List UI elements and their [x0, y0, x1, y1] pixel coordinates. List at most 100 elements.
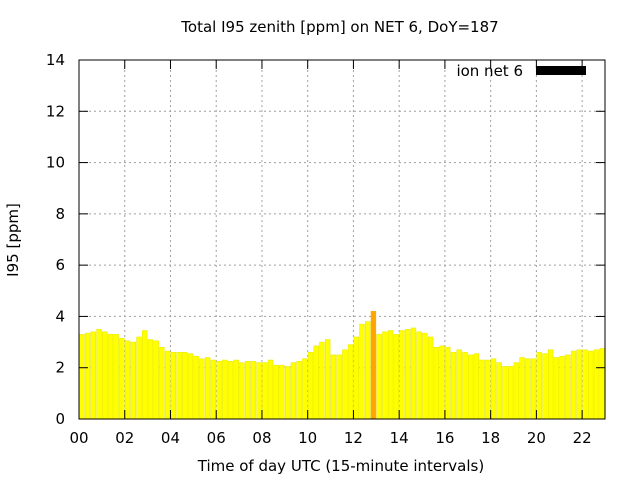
x-tick-label: 08: [252, 429, 271, 447]
bar: [553, 357, 560, 420]
bar: [450, 352, 457, 420]
bar: [387, 330, 394, 420]
bar: [90, 331, 96, 420]
bar: [290, 362, 297, 420]
bar: [262, 362, 268, 420]
bar: [462, 352, 468, 420]
bar: [479, 359, 485, 420]
bar: [279, 364, 285, 420]
bar: [582, 349, 588, 420]
y-tick-label: 0: [55, 410, 65, 428]
x-tick-label: 18: [481, 429, 500, 447]
bar: [513, 362, 520, 420]
y-tick-label: 8: [55, 205, 65, 223]
bar: [542, 353, 548, 420]
x-tick-label: 14: [390, 429, 409, 447]
bar: [250, 361, 257, 420]
bar: [330, 354, 337, 420]
bar: [336, 354, 342, 420]
y-axis-label: I95 [ppm]: [4, 203, 22, 277]
legend-label: ion net 6: [456, 62, 523, 80]
bar: [176, 352, 182, 420]
bar: [285, 366, 291, 420]
plot-border: [78, 59, 606, 420]
legend: ion net 6: [456, 62, 586, 80]
bar: [576, 349, 582, 420]
bar-highlight: [370, 311, 377, 420]
bar: [393, 334, 399, 420]
bar: [433, 346, 440, 420]
bar: [102, 331, 108, 420]
bar: [256, 362, 262, 420]
bar: [159, 346, 165, 420]
bar: [496, 362, 502, 420]
bar: [456, 349, 462, 420]
bar: [187, 353, 194, 420]
bar: [302, 358, 308, 420]
bar: [490, 358, 497, 420]
bar: [313, 345, 319, 420]
bar: [204, 357, 211, 420]
bar: [382, 331, 388, 420]
bars: [79, 311, 605, 420]
x-tick-label: 06: [207, 429, 226, 447]
y-tick-label: 12: [46, 102, 65, 120]
bar: [319, 341, 325, 420]
bar: [422, 332, 428, 420]
bar: [565, 354, 571, 420]
x-tick-label: 20: [527, 429, 546, 447]
bar: [84, 332, 91, 420]
bar: [96, 329, 102, 420]
bar: [473, 353, 480, 420]
bar: [170, 352, 177, 420]
bar: [342, 349, 348, 420]
x-tick-label: 04: [161, 429, 180, 447]
bar: [130, 341, 136, 420]
bar: [410, 327, 417, 420]
bar: [239, 362, 245, 420]
bar: [559, 355, 565, 420]
bar: [353, 336, 359, 420]
bar: [599, 348, 605, 420]
bar: [142, 330, 148, 420]
bar: [136, 336, 142, 420]
bar: [376, 334, 382, 420]
bar: [593, 349, 600, 420]
x-tick-label: 12: [344, 429, 363, 447]
bar: [273, 364, 279, 420]
bar: [210, 359, 217, 420]
bar: [525, 358, 531, 420]
x-tick-label: 02: [115, 429, 134, 447]
x-tick-label: 10: [298, 429, 317, 447]
bar: [445, 346, 451, 420]
bar: [164, 350, 171, 420]
chart-title: Total I95 zenith [ppm] on NET 6, DoY=187: [180, 18, 498, 36]
x-tick-label: 22: [573, 429, 592, 447]
y-tick-label: 10: [46, 154, 65, 172]
bar: [507, 366, 514, 420]
bar: [502, 366, 508, 420]
y-tick-label: 2: [55, 359, 65, 377]
bar: [182, 352, 188, 420]
bar: [79, 334, 85, 420]
bar: [548, 349, 554, 420]
y-tick-label: 14: [46, 51, 65, 69]
bar: [193, 355, 199, 420]
bar: [296, 361, 302, 420]
bar: [405, 329, 411, 420]
y-tick-label: 4: [55, 307, 65, 325]
bar: [147, 339, 154, 420]
bar: [485, 359, 491, 420]
bar: [416, 331, 422, 420]
bar: [347, 344, 354, 420]
bar: [267, 359, 274, 420]
bar: [119, 337, 125, 420]
bar: [427, 336, 434, 420]
bar: [365, 321, 371, 420]
bar: [107, 334, 114, 420]
bar: [222, 359, 228, 420]
bar: [113, 334, 119, 420]
bar: [467, 354, 474, 420]
bar: [199, 358, 205, 420]
